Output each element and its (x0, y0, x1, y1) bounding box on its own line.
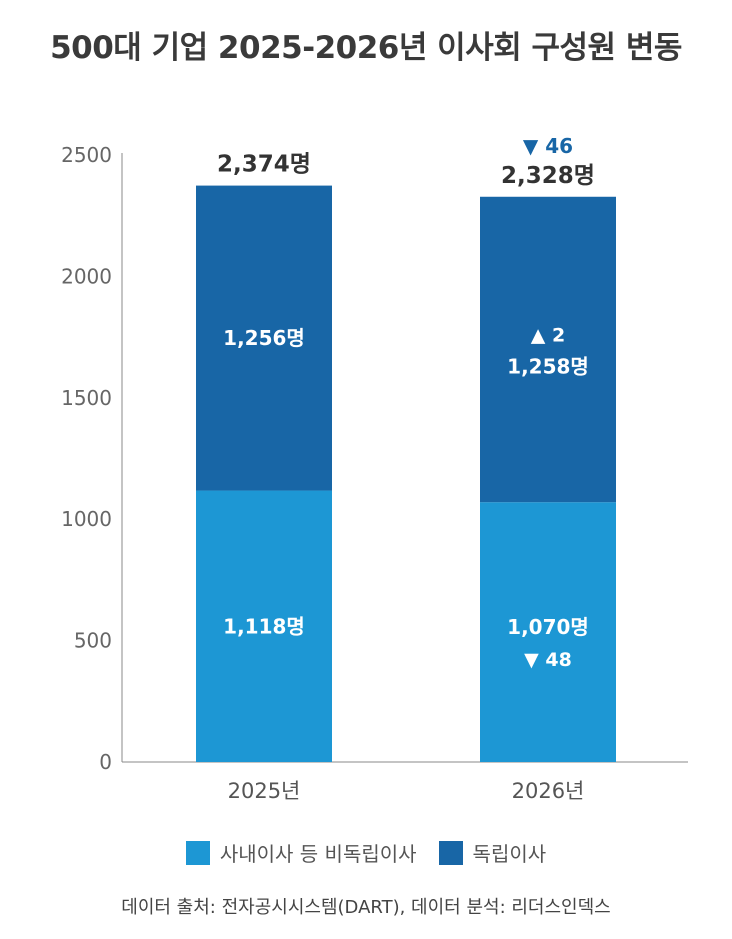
change-label-independent-1: ▲ 2 (531, 324, 565, 346)
legend-item-independent: 독립이사 (438, 838, 547, 867)
bar-segment-independent-0 (196, 185, 332, 491)
value-label-non-independent-0: 1,118명 (223, 614, 305, 638)
legend-swatch-independent (438, 840, 463, 865)
x-tick-label-1: 2026년 (512, 779, 585, 803)
change-label-non-independent-1: ▼ 48 (524, 649, 572, 671)
bar-segment-independent-1 (480, 196, 616, 503)
y-tick-label-1: 500 (74, 629, 112, 653)
stacked-bar-chart: 0 500 1000 1500 2000 2500 1,118명 1,256명 2,374명 20… (61, 134, 688, 803)
y-tick-label-5: 2500 (61, 143, 112, 167)
chart-title: 500대 기업 2025-2026년 이사회 구성원 변동 (50, 30, 682, 66)
total-label-1: 2,328명 (501, 163, 595, 189)
bar-segment-non-independent-0 (196, 490, 332, 762)
source-note: 데이터 출처: 전자공시시스템(DART), 데이터 분석: 리더스인덱스 (121, 897, 611, 918)
total-change-label-1: ▼ 46 (523, 134, 573, 158)
y-tick-label-4: 2000 (61, 264, 112, 288)
x-tick-label-0: 2025년 (228, 779, 301, 803)
bar-segment-non-independent-1 (480, 502, 616, 762)
y-tick-label-0: 0 (99, 750, 112, 774)
total-label-0: 2,374명 (217, 152, 311, 178)
value-label-non-independent-1: 1,070명 (507, 615, 589, 639)
legend-swatch-non-independent (185, 840, 210, 865)
value-label-independent-0: 1,256명 (223, 326, 305, 350)
legend-label-independent: 독립이사 (472, 842, 547, 866)
y-tick-label-3: 1500 (61, 386, 112, 410)
y-tick-label-2: 1000 (61, 507, 112, 531)
legend-item-non-independent: 사내이사 등 비독립이사 (185, 838, 417, 867)
legend: 사내이사 등 비독립이사 독립이사 (0, 838, 732, 867)
value-label-independent-1: 1,258명 (507, 354, 589, 378)
legend-label-non-independent: 사내이사 등 비독립이사 (219, 842, 417, 866)
